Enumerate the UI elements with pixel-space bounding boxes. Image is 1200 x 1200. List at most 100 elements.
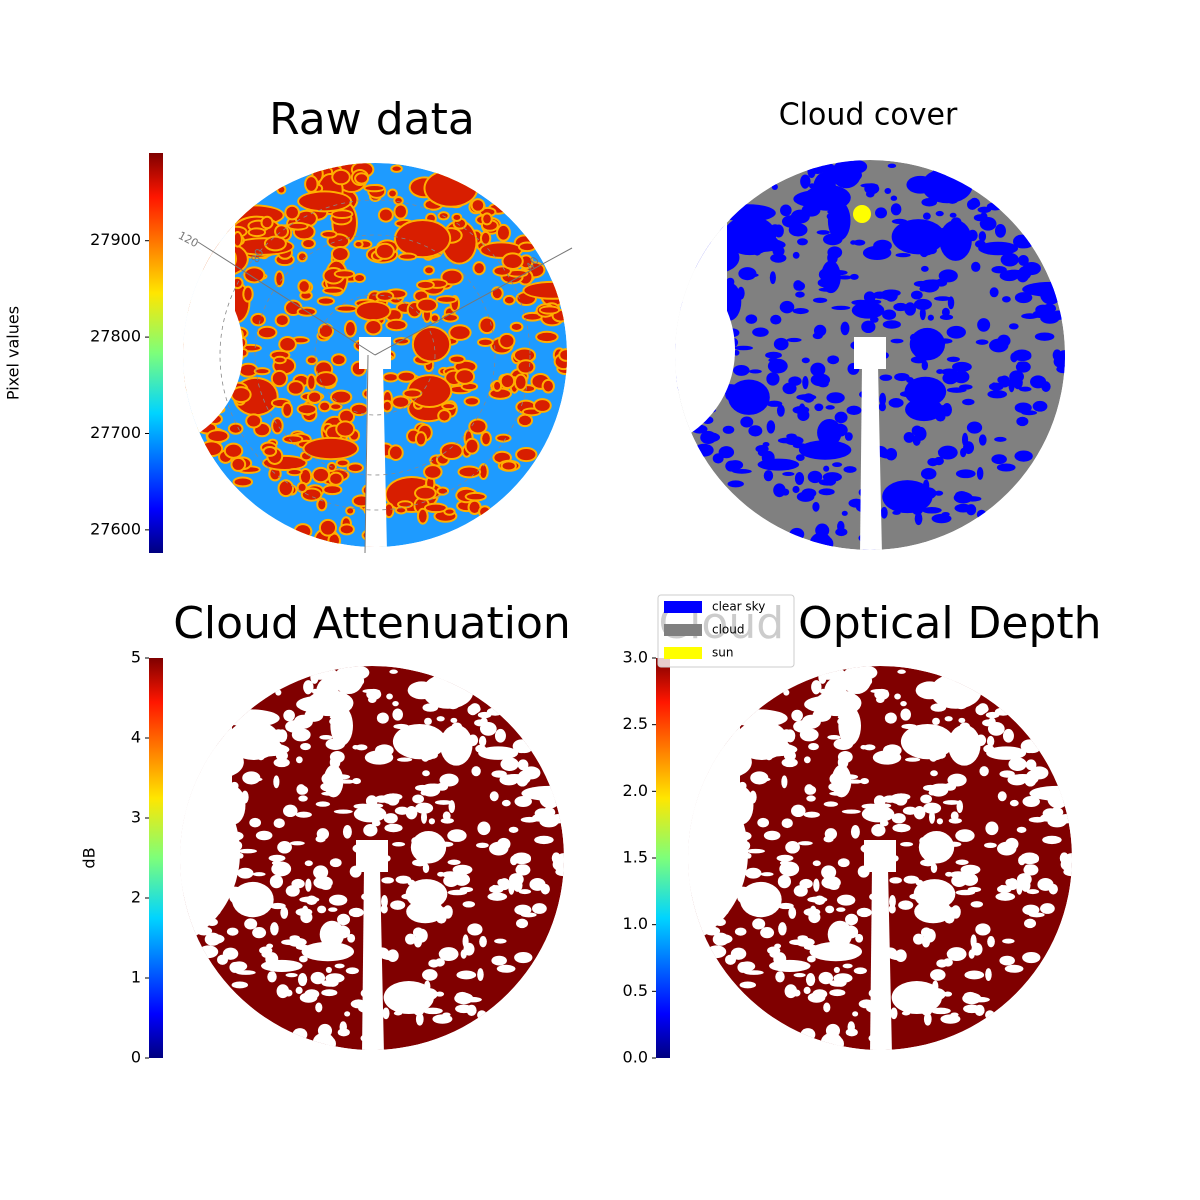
blob: [270, 922, 279, 936]
blob: [376, 244, 393, 258]
blob: [794, 726, 812, 732]
blob: [537, 810, 556, 816]
blob: [851, 301, 885, 319]
blob: [469, 501, 480, 513]
blob: [779, 300, 795, 314]
blob: [1060, 857, 1072, 872]
blob: [1022, 951, 1041, 964]
blob: [234, 478, 252, 486]
blob: [770, 740, 790, 753]
blob: [806, 795, 816, 802]
blob: [823, 537, 834, 550]
blob: [327, 976, 339, 987]
blob: [825, 405, 835, 410]
blob: [396, 757, 413, 762]
blob: [285, 973, 298, 978]
blob: [953, 370, 970, 384]
blob: [836, 907, 846, 912]
colorbar-tick-label: 3: [131, 808, 141, 827]
blob: [469, 703, 481, 714]
blob: [804, 784, 814, 795]
blob: [305, 878, 312, 892]
blob: [997, 334, 1011, 347]
blob: [875, 207, 888, 219]
blob: [373, 747, 390, 761]
polar-label: 80: [249, 247, 267, 265]
blob: [337, 422, 354, 436]
blob: [317, 905, 327, 914]
blob: [252, 872, 266, 877]
blob: [950, 1012, 959, 1017]
blob: [264, 447, 276, 455]
blob: [355, 275, 364, 282]
blob: [738, 267, 757, 281]
blob: [537, 332, 557, 342]
blob: [511, 852, 532, 865]
blob: [878, 402, 886, 412]
blob: [339, 779, 355, 784]
blob: [986, 746, 1027, 760]
polar-radial: [364, 354, 369, 554]
blob: [936, 818, 944, 825]
blob: [843, 466, 857, 473]
blob: [512, 878, 523, 892]
blob: [308, 392, 321, 403]
blob: [515, 375, 526, 389]
blob: [288, 470, 301, 475]
blob: [447, 829, 467, 842]
blob: [518, 361, 534, 373]
blob: [792, 485, 800, 494]
blob: [733, 364, 750, 376]
blob: [396, 508, 406, 513]
blob: [788, 223, 808, 237]
blob: [737, 286, 745, 300]
blob: [415, 784, 430, 791]
blob: [842, 963, 853, 969]
blob: [534, 835, 554, 845]
blob: [978, 231, 987, 242]
blob: [803, 986, 811, 995]
blob: [389, 446, 402, 459]
blob: [812, 860, 821, 867]
blob: [894, 949, 907, 962]
blob: [463, 942, 475, 956]
blob: [985, 711, 1000, 719]
blob: [732, 469, 752, 474]
colorbar-tick-label: 2.5: [623, 714, 648, 733]
blob: [938, 269, 958, 283]
blob: [410, 831, 447, 864]
blob: [329, 534, 339, 547]
blob: [271, 860, 282, 866]
blob: [249, 229, 265, 236]
blob: [289, 841, 305, 846]
blob: [773, 483, 786, 498]
blob: [280, 338, 295, 351]
blob: [1053, 354, 1065, 369]
blob: [331, 391, 351, 403]
blob: [292, 1028, 308, 1041]
blob: [226, 927, 239, 936]
blob: [781, 758, 798, 768]
blob: [718, 446, 735, 459]
blob: [797, 238, 808, 246]
sky-image: [183, 163, 567, 547]
blob: [231, 981, 249, 989]
blob: [977, 703, 989, 714]
blob: [913, 879, 956, 909]
blob: [861, 320, 876, 334]
blob: [1038, 306, 1056, 312]
blob: [890, 338, 904, 344]
blob: [941, 511, 950, 517]
blob: [268, 854, 286, 862]
blob: [802, 393, 815, 403]
blob: [232, 388, 250, 402]
colorbar-tick-label: 2.0: [623, 781, 648, 800]
blob: [305, 895, 318, 906]
blob: [920, 1001, 933, 1016]
blob: [262, 217, 272, 228]
blob: [467, 923, 483, 936]
blob: [812, 501, 820, 512]
blob: [786, 337, 802, 343]
blob: [872, 291, 888, 299]
blob: [813, 324, 827, 337]
